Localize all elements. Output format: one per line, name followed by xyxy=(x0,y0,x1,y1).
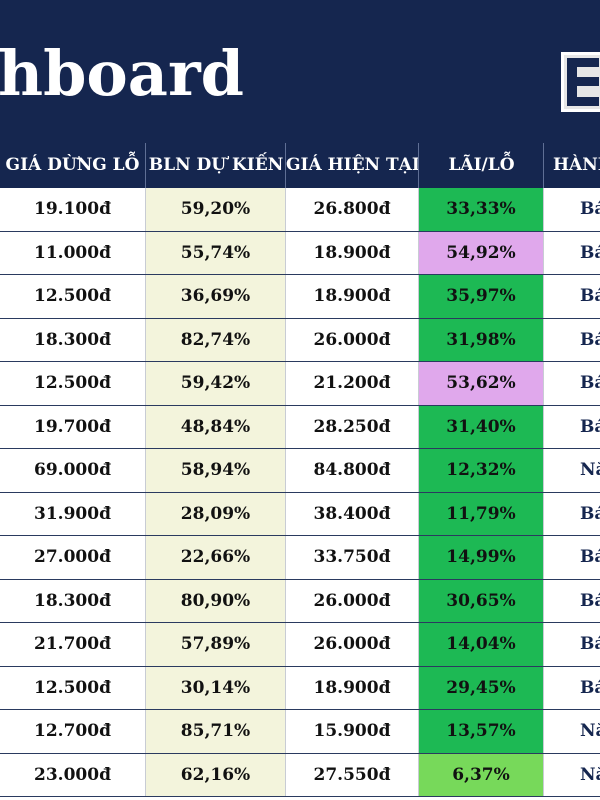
cell-current-price: 33.750đ xyxy=(285,536,418,579)
cell-profit-loss: 53,62% xyxy=(418,362,543,405)
cell-stop-loss: 21.700đ xyxy=(34,634,111,654)
cell-expected-return: 30,14% xyxy=(145,666,285,709)
cell-stop-loss: 19.100đ xyxy=(34,199,111,219)
cell-current-price: 21.200đ xyxy=(285,362,418,405)
cell-action: Bá xyxy=(543,318,600,361)
header-expected-return[interactable]: BLN DỰ KIẾN xyxy=(145,143,286,188)
cell-current-price: 27.550đ xyxy=(285,753,418,796)
cell-profit-loss: 13,57% xyxy=(418,710,543,753)
cell-expected-return: 59,20% xyxy=(145,188,285,231)
cell-stop-loss: 18.300đ xyxy=(34,590,111,611)
cell-expected-return: 85,71% xyxy=(145,710,285,753)
cell-action: Bá xyxy=(543,362,600,405)
header-profit-loss[interactable]: LÃI/LỖ xyxy=(418,143,544,188)
cell-expected-return: 82,74% xyxy=(145,318,285,361)
cell-profit-loss: 54,92% xyxy=(418,231,543,274)
cell-profit-loss: 30,65% xyxy=(418,579,543,622)
cell-expected-return: 57,89% xyxy=(145,623,285,666)
logo-icon xyxy=(561,52,600,112)
cell-current-price: 18.900đ xyxy=(285,666,418,709)
cell-action: Bá xyxy=(543,188,600,231)
cell-action: Bá xyxy=(543,405,600,448)
cell-current-price: 28.250đ xyxy=(285,405,418,448)
cell-action: Bá xyxy=(543,666,600,709)
cell-profit-loss: 33,33% xyxy=(418,188,543,231)
cell-stop-loss: 27.000đ xyxy=(34,547,111,567)
cell-expected-return: 80,90% xyxy=(145,579,285,622)
cell-expected-return: 58,94% xyxy=(145,449,285,492)
cell-current-price: 26.000đ xyxy=(285,318,418,361)
header-action[interactable]: HÀNH xyxy=(543,143,600,188)
cell-stop-loss: 19.700đ xyxy=(34,416,111,437)
cell-stop-loss: 31.900đ xyxy=(34,503,111,524)
cell-profit-loss: 11,79% xyxy=(418,492,543,535)
cell-current-price: 84.800đ xyxy=(285,449,418,492)
cell-expected-return: 36,69% xyxy=(145,275,285,318)
cell-action: Nắ xyxy=(543,449,600,492)
dashboard-banner: hboard xyxy=(0,0,600,143)
cell-stop-loss: 18.300đ xyxy=(34,329,111,350)
header-stop-loss[interactable]: GIÁ DỪNG LỖ xyxy=(5,155,140,175)
cell-stop-loss: 12.500đ xyxy=(34,677,111,698)
cell-profit-loss: 35,97% xyxy=(418,275,543,318)
cell-current-price: 26.000đ xyxy=(285,623,418,666)
cell-action: Bá xyxy=(543,536,600,579)
cell-stop-loss: 69.000đ xyxy=(34,460,111,480)
cell-action: Nắ xyxy=(543,753,600,796)
cell-stop-loss: 12.500đ xyxy=(34,286,111,306)
cell-profit-loss: 6,37% xyxy=(418,753,543,796)
cell-action: Bá xyxy=(543,231,600,274)
cell-stop-loss: 12.500đ xyxy=(34,373,111,393)
cell-action: Bá xyxy=(543,579,600,622)
cell-expected-return: 62,16% xyxy=(145,753,285,796)
cell-stop-loss: 11.000đ xyxy=(34,242,111,263)
cell-expected-return: 22,66% xyxy=(145,536,285,579)
cell-expected-return: 59,42% xyxy=(145,362,285,405)
cell-stop-loss: 12.700đ xyxy=(34,721,111,741)
cell-current-price: 15.900đ xyxy=(285,710,418,753)
cell-expected-return: 55,74% xyxy=(145,231,285,274)
cell-profit-loss: 14,04% xyxy=(418,623,543,666)
cell-profit-loss: 29,45% xyxy=(418,666,543,709)
cell-current-price: 18.900đ xyxy=(285,231,418,274)
cell-action: Bá xyxy=(543,275,600,318)
cell-expected-return: 48,84% xyxy=(145,405,285,448)
cell-profit-loss: 31,98% xyxy=(418,318,543,361)
header-current-price[interactable]: GIÁ HIỆN TẠI xyxy=(285,143,419,188)
cell-profit-loss: 31,40% xyxy=(418,405,543,448)
cell-stop-loss: 23.000đ xyxy=(34,764,111,785)
cell-expected-return: 28,09% xyxy=(145,492,285,535)
cell-current-price: 26.000đ xyxy=(285,579,418,622)
table-header: GIÁ DỪNG LỖ BLN DỰ KIẾN GIÁ HIỆN TẠI LÃI… xyxy=(0,143,600,188)
table-body: 19.100đ59,20%26.800đ33,33%Bá11.000đ55,74… xyxy=(0,188,600,797)
cell-profit-loss: 14,99% xyxy=(418,536,543,579)
dashboard-title: hboard xyxy=(0,37,244,110)
cell-profit-loss: 12,32% xyxy=(418,449,543,492)
cell-action: Bá xyxy=(543,623,600,666)
cell-current-price: 38.400đ xyxy=(285,492,418,535)
cell-action: Nắ xyxy=(543,710,600,753)
cell-action: Bá xyxy=(543,492,600,535)
cell-current-price: 26.800đ xyxy=(285,188,418,231)
cell-current-price: 18.900đ xyxy=(285,275,418,318)
